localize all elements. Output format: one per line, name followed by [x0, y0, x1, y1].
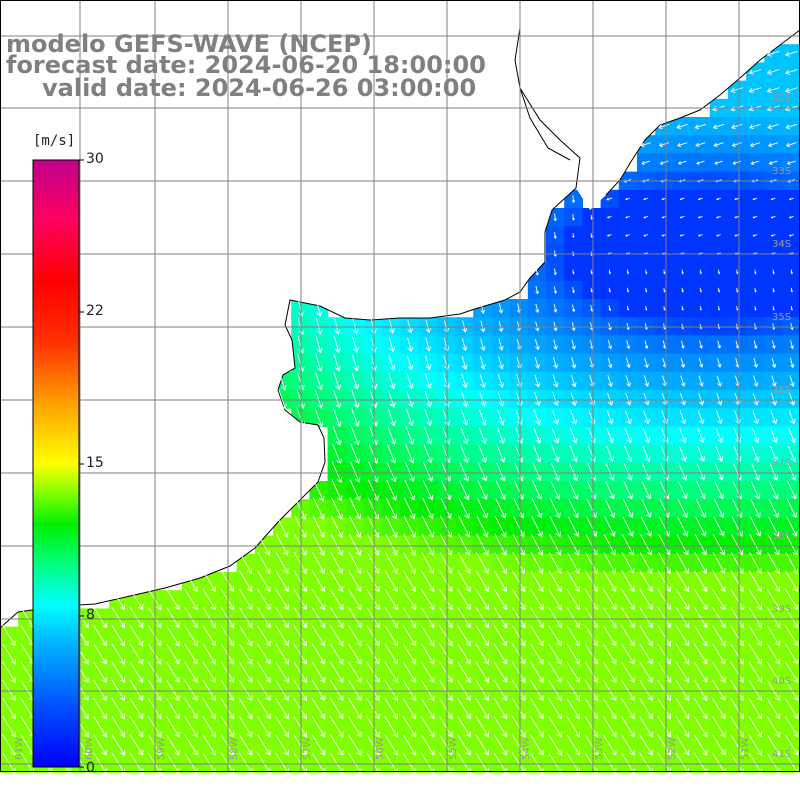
- colorbar-tick-label: 0: [86, 760, 95, 776]
- colorbar-tick-label: 22: [86, 303, 104, 319]
- lat-label: 34S: [772, 239, 791, 250]
- lon-label: 57W: [302, 737, 313, 760]
- lat-label: 35S: [772, 312, 791, 323]
- graticule: [0, 0, 800, 772]
- colorbar-tick-label: 15: [86, 455, 104, 471]
- lat-label: 40S: [772, 676, 791, 687]
- coastline: [0, 27, 581, 629]
- lat-label: 39S: [772, 604, 791, 615]
- title-forecast-date: forecast date: 2024-06-20 18:00:00: [6, 51, 486, 79]
- colorbar-tick-label: 8: [86, 607, 95, 623]
- lat-label: 33S: [772, 166, 791, 177]
- border-line: [519, 87, 571, 161]
- lon-label: 53W: [594, 737, 605, 760]
- lat-label: 36S: [772, 385, 791, 396]
- colorbar-tick-label: 30: [86, 151, 104, 167]
- lon-label: 56W: [375, 737, 386, 760]
- lon-label: 61W: [14, 737, 25, 760]
- title-valid-date: valid date: 2024-06-26 03:00:00: [42, 74, 477, 102]
- colorbar-unit-label: [m/s]: [33, 133, 76, 149]
- lon-label: 60W: [84, 737, 95, 760]
- coastline: [605, 29, 800, 196]
- wind-arrows: [2, 50, 799, 774]
- lon-label: 52W: [667, 737, 678, 760]
- land-area: [0, 0, 580, 628]
- lon-label: 55W: [448, 737, 459, 760]
- lat-label: 37S: [772, 458, 791, 469]
- lon-label: 59W: [156, 737, 167, 760]
- lon-label: 54W: [521, 737, 532, 760]
- lon-label: 58W: [229, 737, 240, 760]
- lon-label: 51W: [740, 737, 751, 760]
- lat-label: 38S: [772, 531, 791, 542]
- lat-label: 32S: [772, 93, 791, 104]
- lat-label: 41S: [772, 749, 791, 760]
- land-area: [515, 0, 800, 210]
- colorbar: [32, 159, 80, 768]
- title-model: modelo GEFS-WAVE (NCEP): [6, 30, 372, 58]
